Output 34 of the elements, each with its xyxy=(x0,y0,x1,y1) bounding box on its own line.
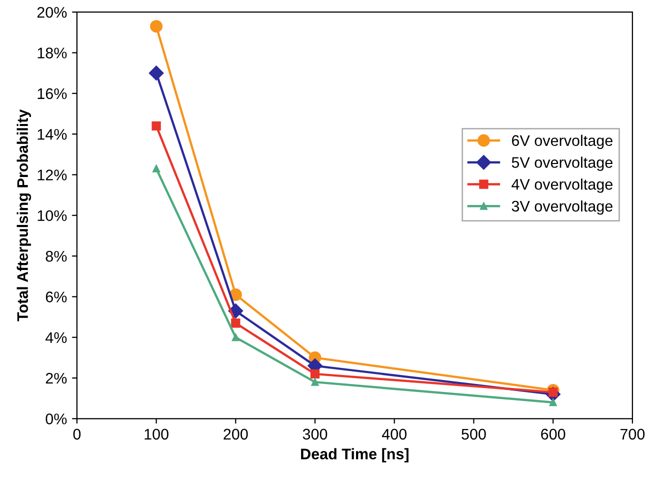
x-tick-label: 200 xyxy=(224,428,248,440)
x-axis-title: Dead Time [ns] xyxy=(301,448,408,462)
y-tick-label: 6% xyxy=(46,292,67,302)
legend-label: 5V overvoltage xyxy=(512,156,612,171)
point xyxy=(152,164,160,172)
legend-label: 6V overvoltage xyxy=(512,134,612,150)
y-tick-label: 0% xyxy=(46,414,67,424)
x-tick-label: 700 xyxy=(620,428,645,440)
point xyxy=(311,378,319,386)
x-tick-label: 600 xyxy=(541,428,566,440)
y-tick-label: 2% xyxy=(46,372,67,384)
legend-label: 3V overvoltage xyxy=(512,200,612,215)
x-tick-label: 500 xyxy=(462,428,486,440)
x-tick-label: 100 xyxy=(144,428,168,440)
x-tick-label: 300 xyxy=(302,428,328,440)
y-tick-label: 16% xyxy=(38,88,67,100)
y-tick-label: 12% xyxy=(38,170,67,180)
y-tick-label: 4% xyxy=(45,332,67,343)
point xyxy=(232,334,240,342)
point xyxy=(310,369,320,379)
y-tick-label: 10% xyxy=(38,210,67,222)
point xyxy=(150,20,163,33)
x-tick-label: 0 xyxy=(73,428,81,440)
x-tick-label: 400 xyxy=(382,428,407,440)
y-tick-label: 20% xyxy=(37,6,67,18)
y-tick-label: 18% xyxy=(38,48,67,58)
point xyxy=(549,398,557,406)
y-tick-label: 14% xyxy=(38,129,67,140)
legend-label: 4V overvoltage xyxy=(512,178,612,193)
point xyxy=(152,121,161,131)
point xyxy=(231,318,240,328)
point xyxy=(148,66,164,80)
y-axis-title: Total Afterpulsing Probability xyxy=(16,109,32,322)
y-tick-label: 8% xyxy=(46,250,67,262)
